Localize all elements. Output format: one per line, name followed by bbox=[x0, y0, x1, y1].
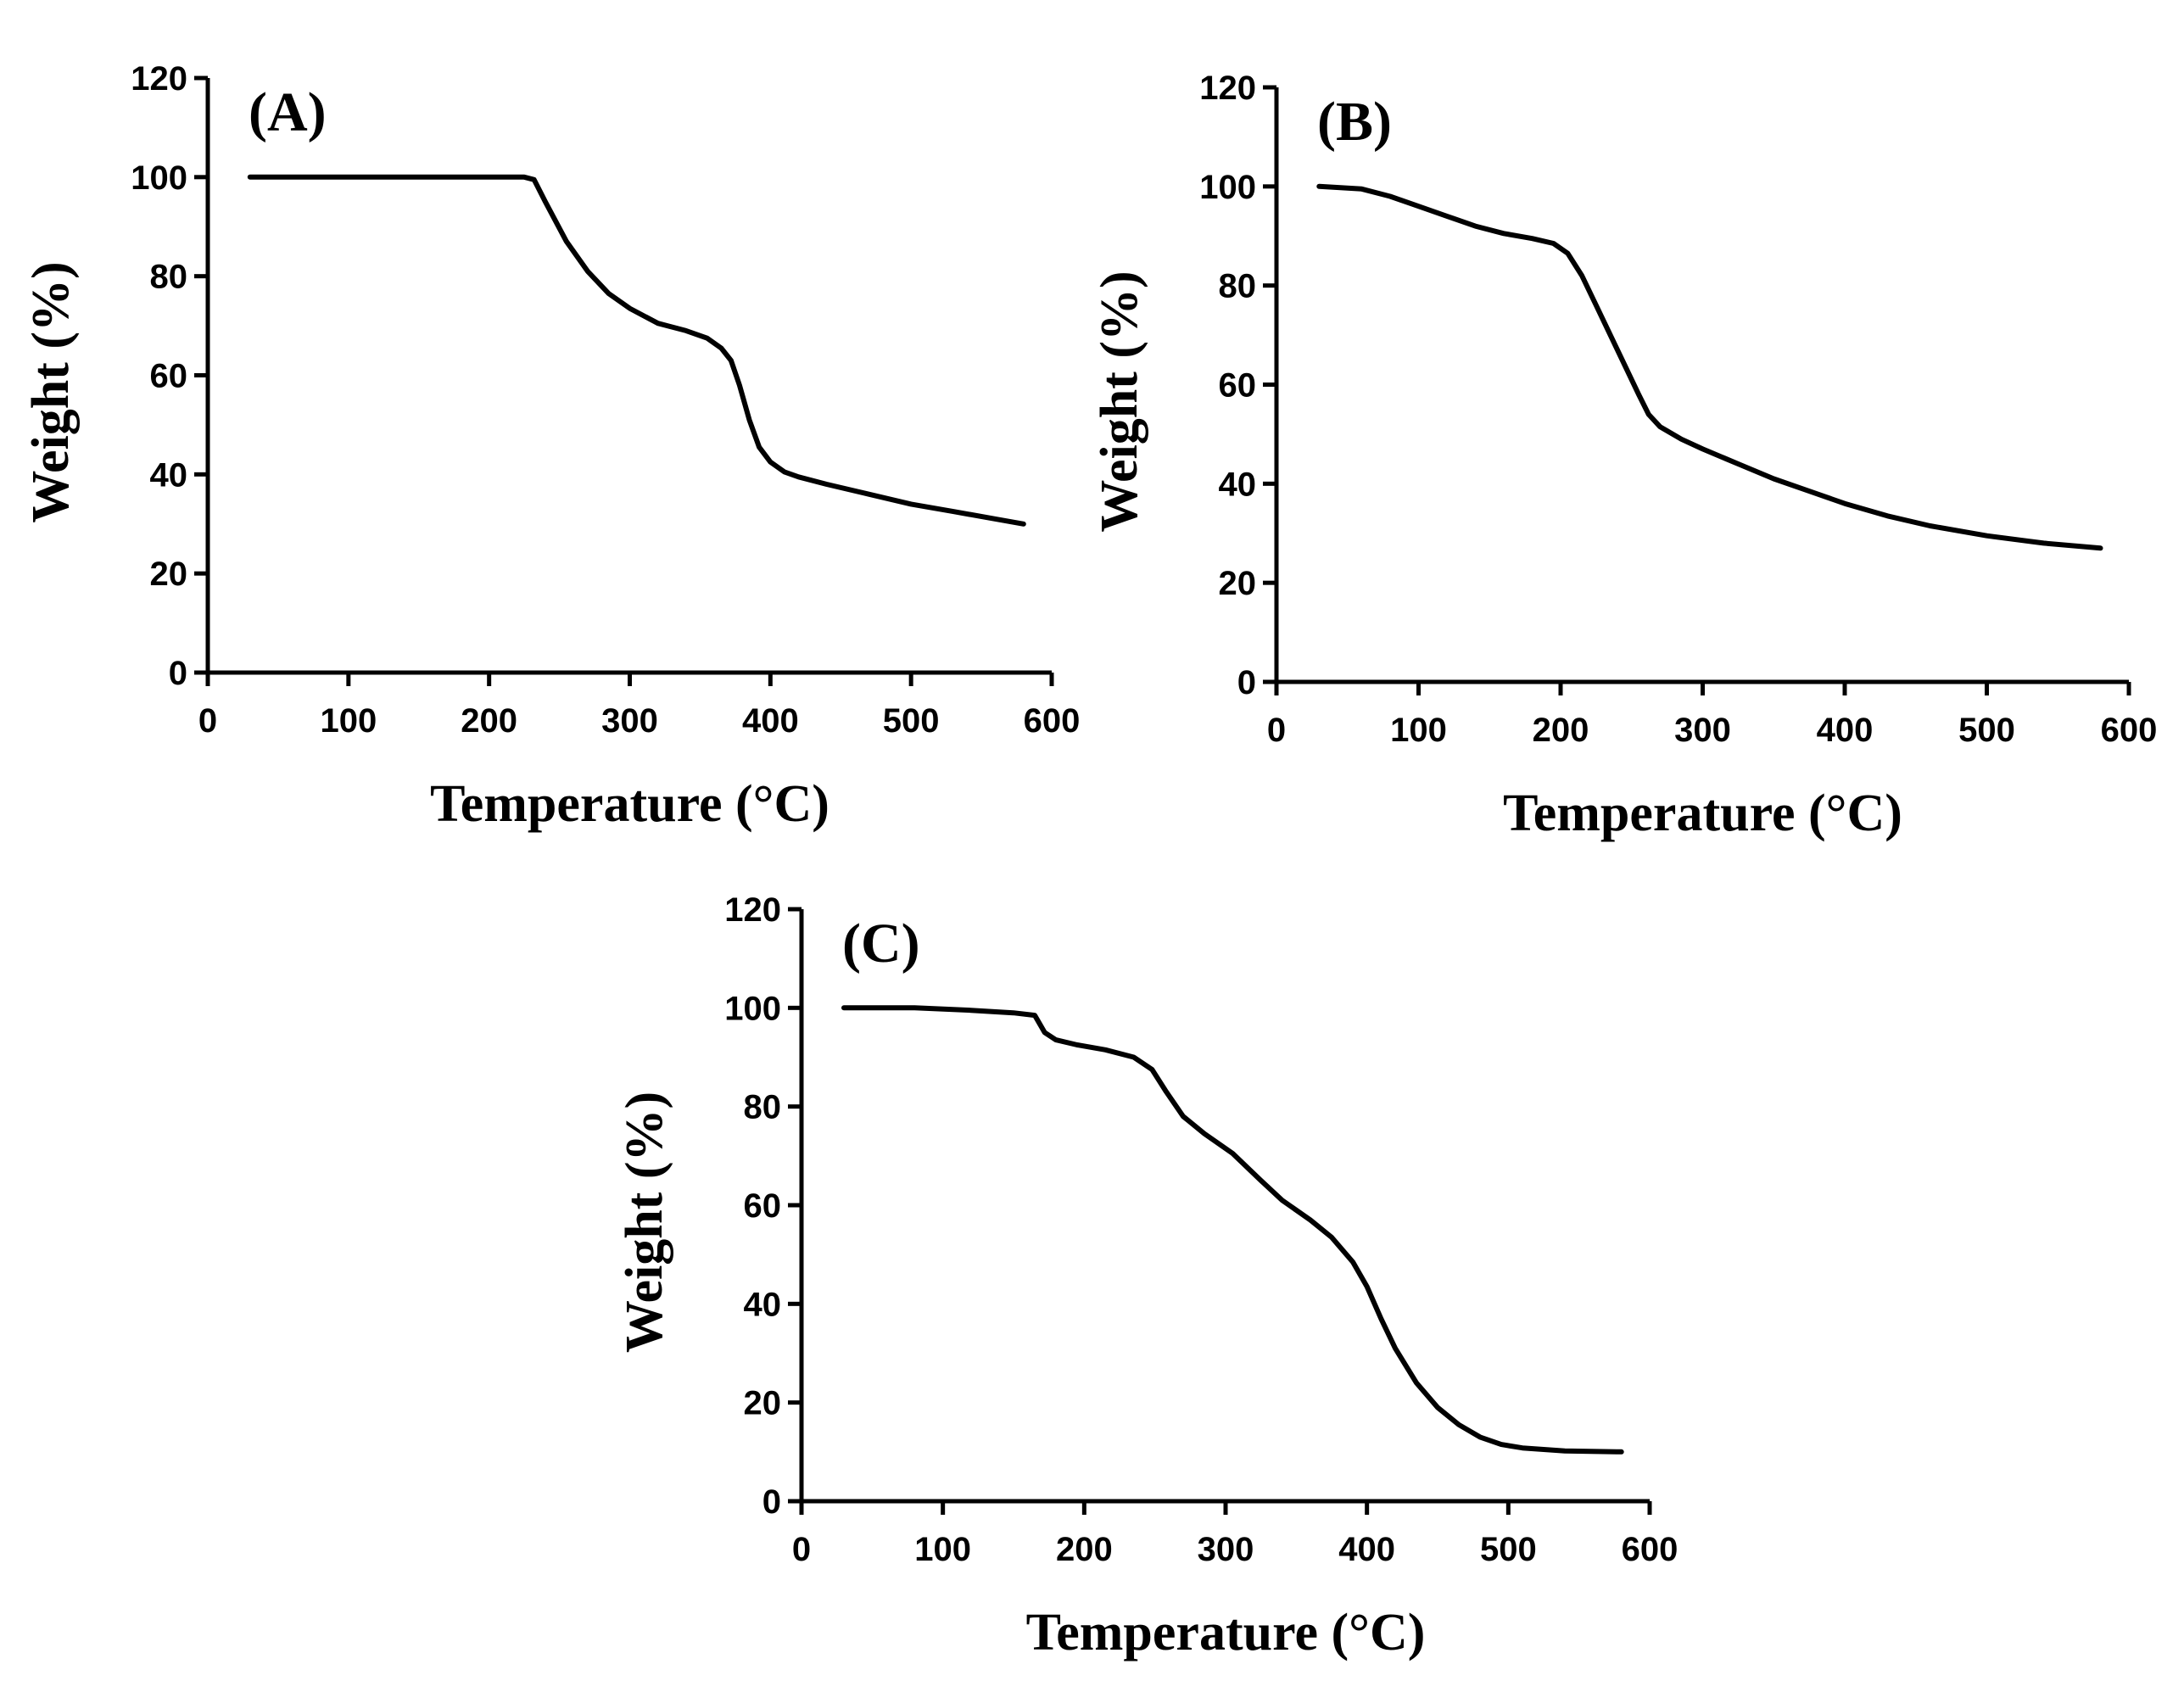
weight-curve-c bbox=[841, 1005, 1624, 1455]
x-tick-label: 100 bbox=[320, 702, 377, 740]
y-tick-label: 20 bbox=[1219, 565, 1257, 602]
y-tick-label: 120 bbox=[131, 60, 187, 98]
panel-label: (C) bbox=[842, 913, 920, 975]
x-axis-title: Temperature (°C) bbox=[1026, 1604, 1426, 1661]
x-axis-title: Temperature (°C) bbox=[430, 775, 829, 833]
y-tick-label: 100 bbox=[131, 159, 187, 197]
y-tick-label: 120 bbox=[1199, 70, 1256, 107]
chart-panel-c: 0 20 40 60 80 100 120 0 100 200 300 400 500 600 Temper… bbox=[616, 891, 1678, 1661]
y-tick-label: 20 bbox=[150, 556, 188, 593]
chart-panel-a: 0 20 40 60 80 100 120 0 100 200 300 400 500 600 Temper… bbox=[22, 60, 1080, 833]
x-tick-label: 300 bbox=[1198, 1531, 1254, 1568]
x-tick-label: 200 bbox=[1533, 712, 1589, 749]
chart-panel-b: 0 20 40 60 80 100 120 0 100 200 300 400 500 600 Temper… bbox=[1091, 70, 2157, 842]
y-tick-label: 0 bbox=[762, 1483, 781, 1521]
y-axis-title: Weight (%) bbox=[22, 261, 80, 522]
y-tick-label: 40 bbox=[150, 456, 188, 494]
y-tick-label: 40 bbox=[1219, 466, 1257, 503]
y-tick-label: 100 bbox=[1199, 169, 1256, 206]
x-tick-label: 100 bbox=[914, 1531, 971, 1568]
panel-label: (A) bbox=[249, 81, 327, 143]
y-tick-label: 20 bbox=[744, 1385, 782, 1422]
x-tick-label: 0 bbox=[1267, 712, 1286, 749]
y-tick-label: 80 bbox=[744, 1089, 782, 1126]
x-tick-label: 0 bbox=[198, 702, 217, 740]
y-tick-label: 0 bbox=[169, 655, 187, 692]
x-tick-label: 300 bbox=[1674, 712, 1731, 749]
x-tick-label: 400 bbox=[1338, 1531, 1395, 1568]
y-tick-label: 80 bbox=[1219, 268, 1257, 305]
y-tick-label: 60 bbox=[744, 1187, 782, 1225]
y-tick-label: 80 bbox=[150, 259, 188, 296]
y-tick-label: 60 bbox=[150, 358, 188, 395]
x-tick-label: 500 bbox=[1958, 712, 2015, 749]
y-tick-label: 60 bbox=[1219, 367, 1257, 405]
weight-curve-b bbox=[1316, 183, 2103, 551]
x-tick-label: 600 bbox=[1622, 1531, 1678, 1568]
x-tick-label: 300 bbox=[601, 702, 658, 740]
panel-label: (B) bbox=[1317, 91, 1392, 153]
x-tick-label: 400 bbox=[1817, 712, 1874, 749]
y-tick-label: 120 bbox=[724, 891, 781, 929]
x-tick-label: 400 bbox=[742, 702, 799, 740]
x-tick-label: 200 bbox=[1056, 1531, 1113, 1568]
x-tick-label: 200 bbox=[461, 702, 517, 740]
x-tick-label: 500 bbox=[883, 702, 940, 740]
y-tick-label: 0 bbox=[1237, 664, 1256, 701]
x-tick-label: 0 bbox=[792, 1531, 811, 1568]
y-tick-label: 40 bbox=[744, 1286, 782, 1323]
x-tick-label: 600 bbox=[2101, 712, 2158, 749]
x-tick-label: 500 bbox=[1480, 1531, 1537, 1568]
y-tick-label: 100 bbox=[724, 990, 781, 1027]
weight-curve-a bbox=[247, 174, 1026, 527]
x-tick-label: 600 bbox=[1024, 702, 1081, 740]
x-tick-label: 100 bbox=[1390, 712, 1447, 749]
x-axis-title: Temperature (°C) bbox=[1503, 785, 1902, 842]
y-axis-title: Weight (%) bbox=[1091, 271, 1148, 532]
y-axis-title: Weight (%) bbox=[616, 1092, 673, 1353]
